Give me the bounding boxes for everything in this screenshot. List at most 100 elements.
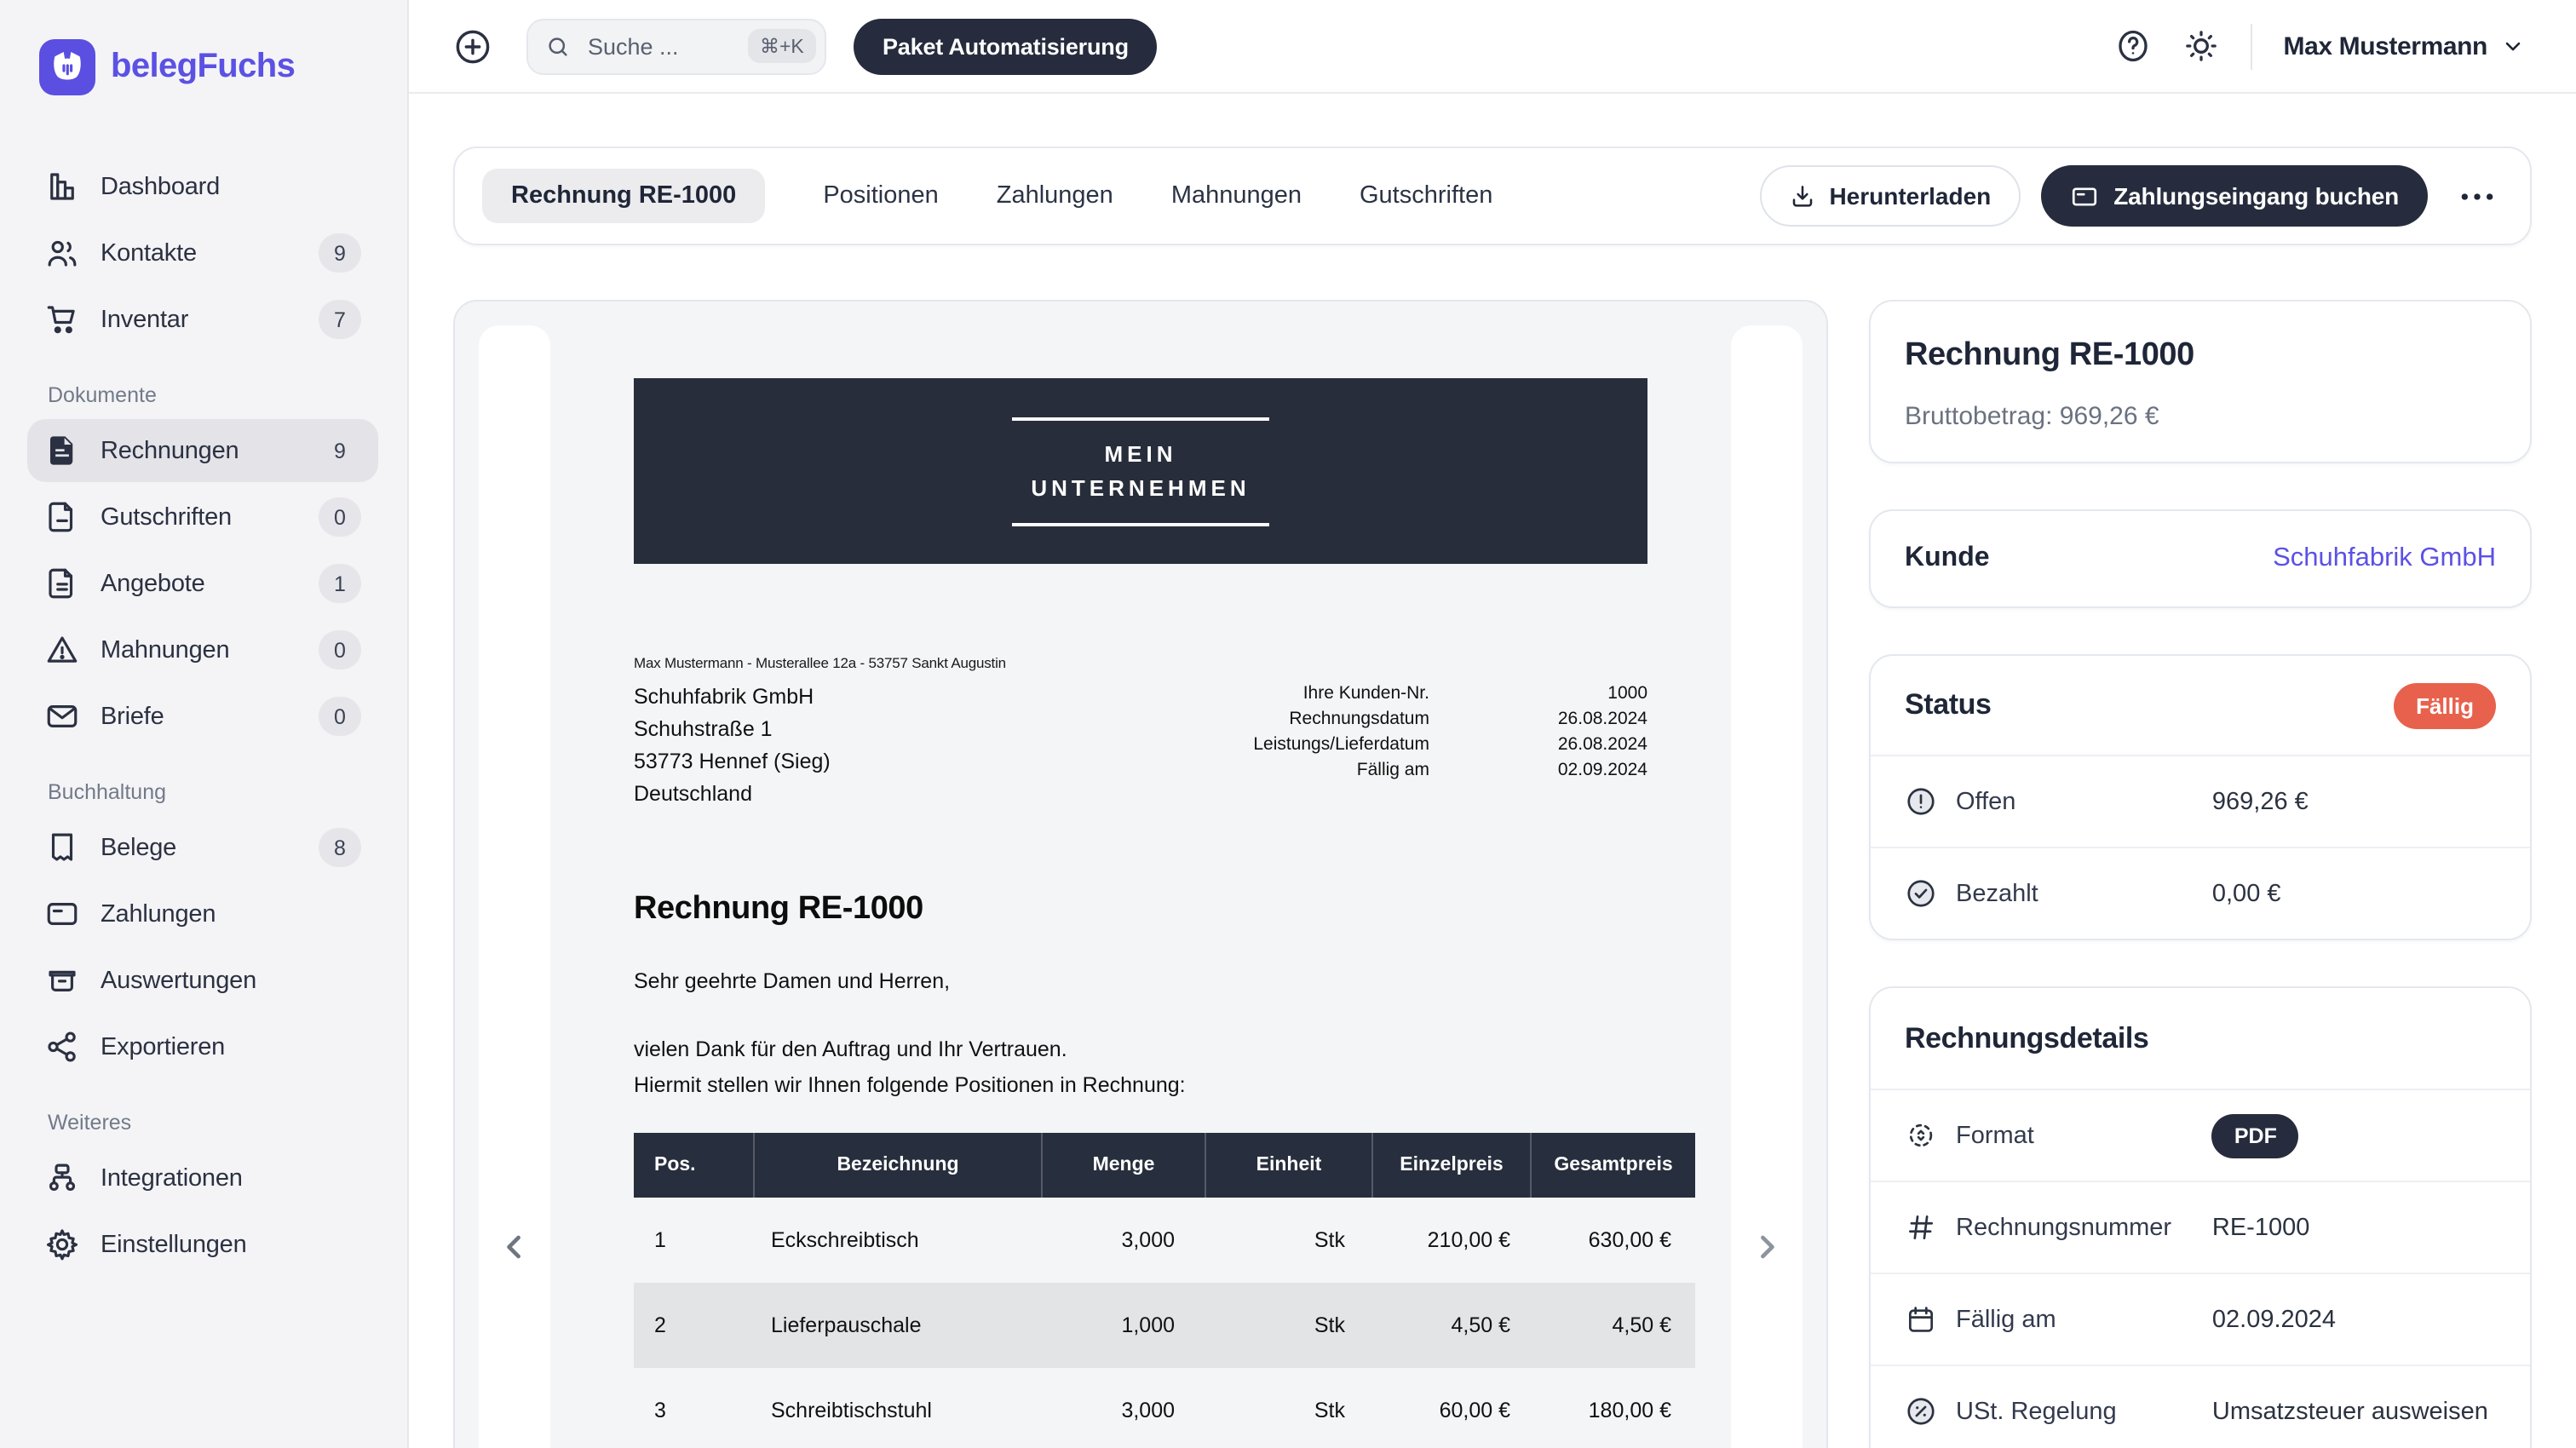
invoice-meta: Ihre Kunden-Nr. 1000 Rechnungsdatum 26.08.… xyxy=(1253,683,1647,780)
bar-chart-icon xyxy=(44,169,80,204)
details-card-header: Rechnungsdetails xyxy=(1871,988,2530,1090)
customer-label: Kunde xyxy=(1905,543,1990,572)
help-circle-icon xyxy=(2115,27,2153,65)
topbar: ⌘+K Paket Automatisierung Max Mustermann xyxy=(409,0,2576,94)
sidebar: belegFuchs Dashboard Kontakte 9 xyxy=(0,0,409,1448)
sidebar-item-label: Dashboard xyxy=(101,173,221,200)
chevron-left-icon[interactable] xyxy=(496,1228,533,1266)
section-label-weiteres: Weiteres xyxy=(48,1111,132,1135)
sidebar-item-zahlungen[interactable]: Zahlungen xyxy=(27,882,378,945)
search-icon xyxy=(545,33,571,59)
credit-card-icon xyxy=(44,896,80,932)
intro-line: Hiermit stellen wir Ihnen folgende Posit… xyxy=(634,1073,1186,1097)
topbar-divider xyxy=(2251,23,2253,69)
section-label-dokumente: Dokumente xyxy=(48,383,157,407)
company-logo-line1: MEIN xyxy=(1104,440,1177,466)
open-label: Offen xyxy=(1956,788,2016,815)
format-row: Format PDF xyxy=(1871,1090,2530,1182)
download-button[interactable]: Herunterladen xyxy=(1759,165,2021,227)
sitemap-icon xyxy=(44,1160,80,1196)
count-badge: 1 xyxy=(319,564,361,603)
app-name: belegFuchs xyxy=(111,48,296,85)
sidebar-item-exportieren[interactable]: Exportieren xyxy=(27,1015,378,1078)
sidebar-item-rechnungen[interactable]: Rechnungen 9 xyxy=(27,419,378,482)
help-button[interactable] xyxy=(2115,27,2153,65)
check-circle-icon xyxy=(1905,877,1937,910)
sidebar-item-auswertungen[interactable]: Auswertungen xyxy=(27,949,378,1012)
create-new-button[interactable] xyxy=(453,26,492,66)
gross-amount: Bruttobetrag: 969,26 € xyxy=(1905,402,2159,431)
count-badge: 0 xyxy=(319,497,361,537)
book-payment-button[interactable]: Zahlungseingang buchen xyxy=(2040,165,2428,227)
status-card: Status Fällig Offen 969,26 € xyxy=(1869,654,2532,940)
customer-card: Kunde Schuhfabrik GmbH xyxy=(1869,509,2532,608)
sidebar-item-mahnungen[interactable]: Mahnungen 0 xyxy=(27,618,378,681)
prev-page-strip[interactable] xyxy=(479,325,550,1448)
salutation: Sehr geehrte Damen und Herren, xyxy=(634,969,951,993)
status-card-header: Status Fällig xyxy=(1871,656,2530,756)
sun-icon xyxy=(2183,27,2221,65)
content: Rechnung RE-1000 Positionen Zahlungen Ma… xyxy=(409,94,2576,1448)
sidebar-item-dashboard[interactable]: Dashboard xyxy=(27,155,378,218)
tab-rechnung[interactable]: Rechnung RE-1000 xyxy=(482,169,766,223)
due-date-row: Fällig am 02.09.2024 xyxy=(1871,1274,2530,1366)
count-badge: 0 xyxy=(319,630,361,669)
table-row: 1 Eckschreibtisch 3,000 Stk 210,00 € 630… xyxy=(654,1228,1671,1252)
sidebar-item-briefe[interactable]: Briefe 0 xyxy=(27,685,378,748)
sidebar-item-einstellungen[interactable]: Einstellungen xyxy=(27,1213,378,1276)
gear-icon xyxy=(44,1227,80,1262)
plus-circle-icon xyxy=(453,26,492,66)
status-title: Status xyxy=(1905,688,1992,721)
thanks-line: vielen Dank für den Auftrag und Ihr Vert… xyxy=(634,1037,1067,1061)
vat-rule-label: USt. Regelung xyxy=(1956,1398,2117,1425)
envelope-icon xyxy=(44,698,80,734)
company-logo-block: MEIN UNTERNEHMEN xyxy=(634,378,1647,564)
doc-lines-icon xyxy=(44,566,80,601)
more-options-button[interactable] xyxy=(2452,180,2503,212)
count-badge: 0 xyxy=(319,697,361,736)
sidebar-nav: Dashboard Kontakte 9 Inventar 7 Dokument… xyxy=(0,155,407,1276)
alert-circle-icon xyxy=(1905,785,1937,818)
tab-positionen[interactable]: Positionen xyxy=(823,182,939,210)
sidebar-item-kontakte[interactable]: Kontakte 9 xyxy=(27,221,378,284)
section-label-buchhaltung: Buchhaltung xyxy=(48,780,167,804)
user-menu[interactable]: Max Mustermann xyxy=(2284,32,2525,60)
warning-triangle-icon xyxy=(44,632,80,668)
invoice-summary-title: Rechnung RE-1000 xyxy=(1905,337,2194,373)
ellipsis-icon xyxy=(2458,187,2496,205)
sidebar-item-label: Angebote xyxy=(101,570,205,597)
search-input-wrapper[interactable]: ⌘+K xyxy=(526,18,826,74)
tab-gutschriften[interactable]: Gutschriften xyxy=(1360,182,1493,210)
theme-toggle-button[interactable] xyxy=(2183,27,2221,65)
tab-mahnungen[interactable]: Mahnungen xyxy=(1170,182,1302,210)
tab-actions: Herunterladen Zahlungseingang buchen xyxy=(1759,165,2503,227)
paid-amount-row: Bezahlt 0,00 € xyxy=(1871,848,2530,939)
tab-zahlungen[interactable]: Zahlungen xyxy=(996,182,1113,210)
invoice-document-page: MEIN UNTERNEHMEN Max Mustermann - Muster… xyxy=(550,302,1731,1448)
invoice-number-label: Rechnungsnummer xyxy=(1956,1214,2172,1241)
sidebar-item-angebote[interactable]: Angebote 1 xyxy=(27,552,378,615)
invoice-tabbar: Rechnung RE-1000 Positionen Zahlungen Ma… xyxy=(453,147,2532,245)
app-logo[interactable]: belegFuchs xyxy=(39,39,407,95)
sidebar-item-inventar[interactable]: Inventar 7 xyxy=(27,288,378,351)
invoice-number-row: Rechnungsnummer RE-1000 xyxy=(1871,1182,2530,1274)
search-input[interactable] xyxy=(584,32,748,60)
sidebar-item-integrationen[interactable]: Integrationen xyxy=(27,1146,378,1210)
sidebar-item-label: Auswertungen xyxy=(101,967,256,994)
next-page-strip[interactable] xyxy=(1731,325,1803,1448)
download-icon xyxy=(1788,182,1815,210)
package-automation-button[interactable]: Paket Automatisierung xyxy=(854,18,1158,74)
download-button-label: Herunterladen xyxy=(1829,182,1992,210)
sender-line: Max Mustermann - Musterallee 12a - 53757… xyxy=(634,654,1006,671)
chevron-right-icon[interactable] xyxy=(1748,1228,1785,1266)
invoice-title: Rechnung RE-1000 xyxy=(634,891,923,927)
sidebar-item-gutschriften[interactable]: Gutschriften 0 xyxy=(27,486,378,549)
format-scan-icon xyxy=(1905,1119,1937,1152)
sidebar-item-belege[interactable]: Belege 8 xyxy=(27,816,378,879)
customer-link[interactable]: Schuhfabrik GmbH xyxy=(2273,543,2496,572)
invoice-details-card: Rechnungsdetails Format PDF xyxy=(1869,986,2532,1448)
archive-box-icon xyxy=(44,962,80,998)
count-badge: 7 xyxy=(319,300,361,339)
keyboard-shortcut-badge: ⌘+K xyxy=(748,29,816,63)
paid-amount: 0,00 € xyxy=(2211,880,2281,907)
